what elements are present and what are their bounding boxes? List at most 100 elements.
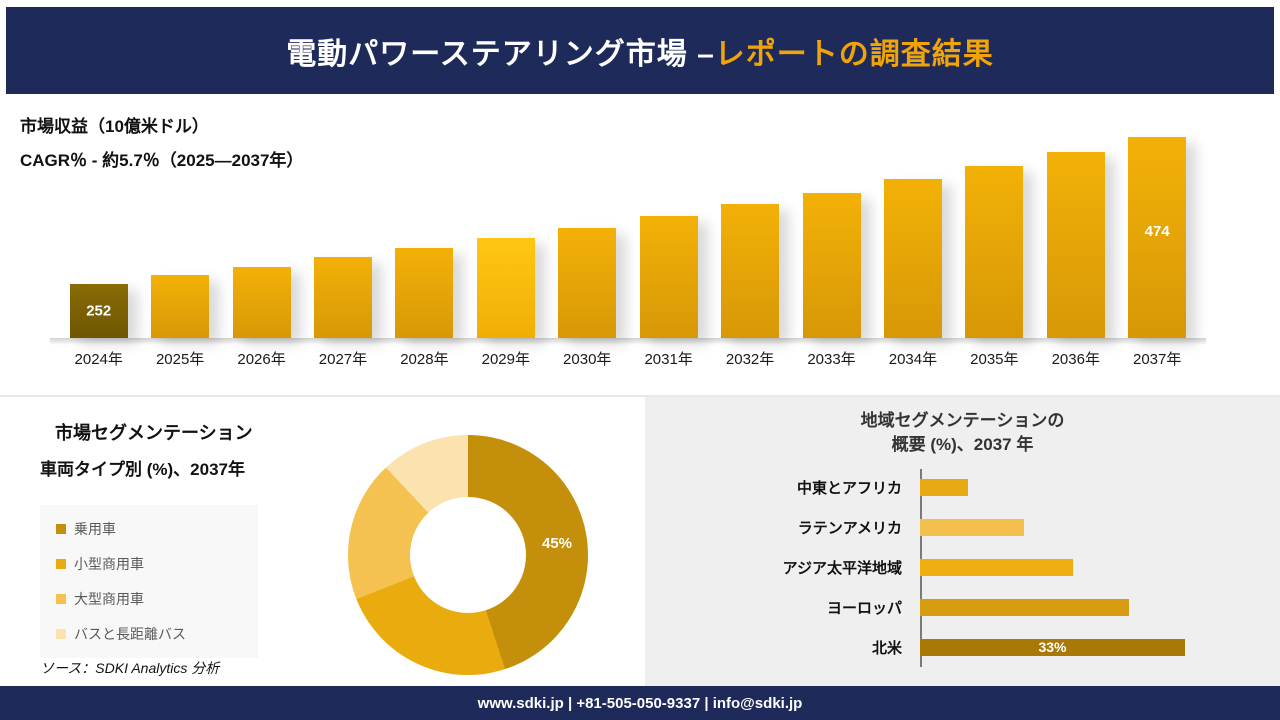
revenue-bar-column: 2036年 xyxy=(1035,116,1116,368)
regional-title-line1: 地域セグメンテーションの xyxy=(860,411,1065,430)
report-header: 電動パワーステアリング市場 –レポートの調査結果 xyxy=(6,7,1274,94)
revenue-bar xyxy=(639,216,698,338)
regional-bar: 33% xyxy=(920,638,1185,656)
revenue-bar-column: 2026年 xyxy=(221,116,302,368)
revenue-chart-title: 市場収益（10億米ドル） xyxy=(20,117,209,136)
legend-item: 大型商用車 xyxy=(56,589,242,609)
regional-segmentation-panel: 地域セグメンテーションの 概要 (%)、2037 年 中東とアフリカ ラテンアメリ… xyxy=(645,395,1280,686)
legend-item: バスと長距離バス xyxy=(56,624,242,644)
donut-hole xyxy=(410,497,526,613)
revenue-bar-column: 474 2037年 xyxy=(1116,116,1197,368)
regional-bar-track xyxy=(920,558,1255,576)
revenue-bar-column: 2033年 xyxy=(791,116,872,368)
revenue-bar-column: 2032年 xyxy=(709,116,790,368)
revenue-x-label: 2025年 xyxy=(155,351,205,368)
revenue-bar xyxy=(313,257,372,338)
revenue-bar-column: 2031年 xyxy=(628,116,709,368)
footer-contact: www.sdki.jp | +81-505-050-9337 | info@sd… xyxy=(477,694,803,712)
page-title-main: 電動パワーステアリング市場 – xyxy=(286,37,715,71)
regional-bar-track xyxy=(920,598,1255,616)
legend-swatch xyxy=(56,524,66,534)
vehicle-segmentation-panel: 市場セグメンテーション 車両タイプ別 (%)、2037年 乗用車 小型商用車 大型商… xyxy=(0,395,645,686)
revenue-bar xyxy=(1046,152,1105,338)
chart-baseline-shadow xyxy=(50,338,1206,345)
revenue-bar: 474 xyxy=(1128,137,1187,338)
vehicle-legend: 乗用車小型商用車大型商用車バスと長距離バス xyxy=(40,505,258,658)
revenue-x-label: 2037年 xyxy=(1133,351,1182,368)
legend-label: 乗用車 xyxy=(74,521,116,537)
legend-item: 乗用車 xyxy=(56,519,242,539)
revenue-bar xyxy=(802,193,861,338)
revenue-bar-column: 2034年 xyxy=(872,116,953,368)
regional-bar-row: 中東とアフリカ xyxy=(665,467,1255,507)
revenue-bar xyxy=(232,267,291,338)
regional-bar xyxy=(920,558,1073,576)
regional-title-line2: 概要 (%)、2037 年 xyxy=(891,435,1034,454)
regional-bar xyxy=(920,598,1129,616)
revenue-x-label: 2030年 xyxy=(563,351,612,368)
regional-bar-rows: 中東とアフリカ ラテンアメリカアジア太平洋地域ヨーロッパ北米 33% xyxy=(665,467,1255,667)
revenue-bar-column: 2025年 xyxy=(139,116,220,368)
revenue-x-label: 2026年 xyxy=(237,351,286,368)
regional-bar-row: ヨーロッパ xyxy=(665,587,1255,627)
revenue-bar xyxy=(476,238,535,338)
legend-label: 大型商用車 xyxy=(74,591,144,607)
regional-bar-row: ラテンアメリカ xyxy=(665,507,1255,547)
revenue-x-label: 2027年 xyxy=(318,351,368,368)
revenue-x-label: 2032年 xyxy=(725,351,775,368)
legend-label: 小型商用車 xyxy=(74,556,144,572)
regional-category-label: 北米 xyxy=(871,639,902,657)
revenue-x-label: 2031年 xyxy=(644,351,693,368)
source-note: ソース：SDKI Analytics 分析 xyxy=(40,660,220,676)
revenue-bar xyxy=(558,228,617,338)
revenue-bar xyxy=(395,248,454,338)
regional-bar-row: 北米 33% xyxy=(665,627,1255,667)
revenue-bar-column: 2027年 xyxy=(302,116,383,368)
regional-bar xyxy=(920,478,968,496)
donut-share-label: 45% xyxy=(542,535,573,552)
regional-value-label: 33% xyxy=(1038,639,1067,655)
revenue-x-label: 2036年 xyxy=(1051,351,1100,368)
legend-swatch xyxy=(56,629,66,639)
revenue-bar xyxy=(883,179,942,338)
footer-bar: www.sdki.jp | +81-505-050-9337 | info@sd… xyxy=(0,686,1280,720)
revenue-bar: 252 xyxy=(69,284,128,338)
revenue-x-label: 2028年 xyxy=(400,351,449,368)
revenue-bar-chart: 252 2024年 2025年 2026年 2027年 2028年 2029年 2030年 20… xyxy=(50,116,1206,368)
revenue-chart-cagr: CAGR％ - 約5.7％（2025―2037年） xyxy=(20,151,304,170)
regional-bar-track xyxy=(920,518,1255,536)
regional-bar xyxy=(920,518,1024,536)
revenue-chart-columns: 252 2024年 2025年 2026年 2027年 2028年 2029年 2030年 20… xyxy=(58,116,1198,368)
page-title: 電動パワーステアリング市場 –レポートの調査結果 xyxy=(286,29,994,73)
revenue-x-label: 2024年 xyxy=(74,351,123,368)
segmentation-subtitle: 車両タイプ別 (%)、2037年 xyxy=(40,460,245,479)
bar-value-label: 252 xyxy=(86,302,112,320)
legend-label: バスと長距離バス xyxy=(74,626,186,642)
revenue-x-label: 2034年 xyxy=(888,351,938,368)
revenue-bar-column: 2028年 xyxy=(384,116,465,368)
bar-value-label: 474 xyxy=(1144,223,1170,240)
vehicle-donut: 45% xyxy=(348,435,588,675)
revenue-bar-column: 2035年 xyxy=(954,116,1035,368)
page-title-accent: レポートの調査結果 xyxy=(714,37,994,71)
revenue-bar xyxy=(721,204,780,338)
legend-swatch xyxy=(56,594,66,604)
revenue-bar xyxy=(151,275,210,338)
revenue-bar xyxy=(965,166,1024,338)
regional-bar-track: 33% xyxy=(920,638,1255,656)
regional-category-label: アジア太平洋地域 xyxy=(782,559,902,577)
regional-category-label: ヨーロッパ xyxy=(826,599,902,617)
regional-category-label: ラテンアメリカ xyxy=(797,519,902,537)
regional-chart-title: 地域セグメンテーションの 概要 (%)、2037 年 xyxy=(645,409,1280,457)
legend-item: 小型商用車 xyxy=(56,554,242,574)
revenue-bar-column: 2030年 xyxy=(547,116,628,368)
revenue-bar-column: 252 2024年 xyxy=(58,116,139,368)
regional-category-label: 中東とアフリカ xyxy=(796,479,902,497)
revenue-x-label: 2035年 xyxy=(970,351,1019,368)
regional-bar-track xyxy=(920,478,1255,496)
revenue-x-label: 2033年 xyxy=(807,351,856,368)
regional-bar-row: アジア太平洋地域 xyxy=(665,547,1255,587)
revenue-x-label: 2029年 xyxy=(481,351,530,368)
legend-swatch xyxy=(56,559,66,569)
revenue-bar-column: 2029年 xyxy=(465,116,546,368)
